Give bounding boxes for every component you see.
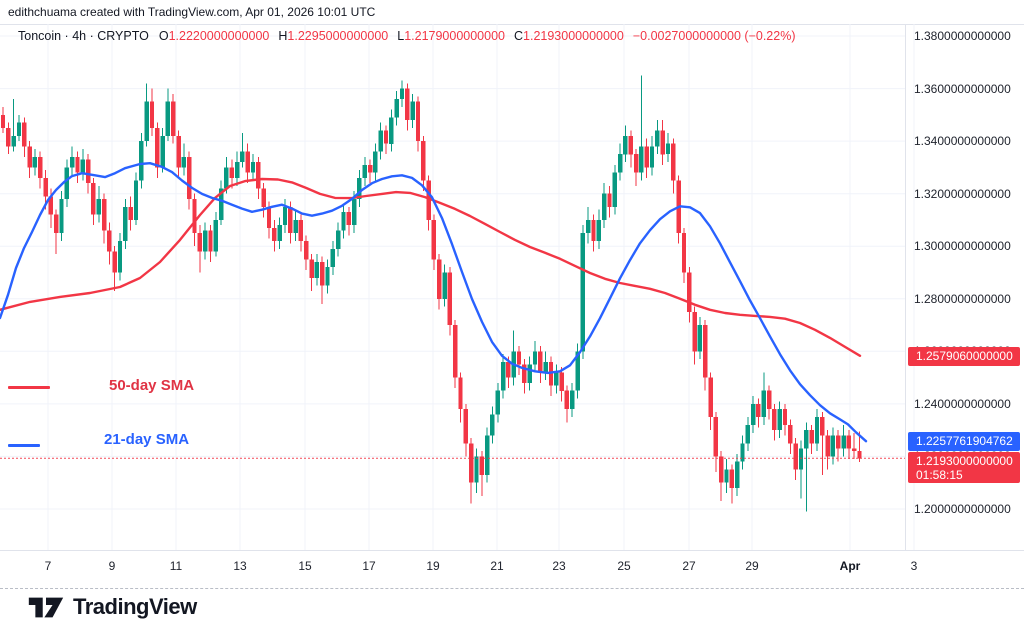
- sma21-line: [0, 162, 868, 443]
- time-axis-label: 27: [682, 559, 696, 573]
- time-axis[interactable]: 7 9 11 13 15 17 19 21 23 25 27 29 Apr 3: [0, 550, 1024, 584]
- tradingview-logo: TradingView: [28, 594, 197, 620]
- sma50-legend-swatch: [8, 386, 50, 389]
- header-separator: [0, 24, 1024, 25]
- price-axis-label: 1.2800000000000: [914, 291, 1011, 306]
- sma50-value-badge: 1.2579060000000: [908, 347, 1020, 367]
- symbol-title: Toncoin · 4h · CRYPTO: [18, 29, 149, 43]
- time-axis-label: 3: [910, 559, 918, 573]
- high-label: H: [278, 29, 288, 43]
- sma21-legend-swatch: [8, 444, 40, 447]
- time-axis-label: 21: [490, 559, 504, 573]
- open-value: 1.2220000000000: [168, 29, 270, 43]
- low-value: 1.2179000000000: [404, 29, 505, 43]
- price-axis-label: 1.2400000000000: [914, 396, 1011, 411]
- time-axis-label: 29: [745, 559, 759, 573]
- price-axis[interactable]: 1.20000000000001.22000000000001.24000000…: [905, 24, 1024, 550]
- time-axis-label: 15: [298, 559, 312, 573]
- chart-canvas[interactable]: [0, 0, 1024, 550]
- price-axis-label: 1.2000000000000: [914, 502, 1011, 516]
- tradingview-logo-icon: [28, 597, 64, 617]
- last-price-badge: 1.2193000000000 01:58:15: [908, 452, 1020, 484]
- price-axis-label: 1.3600000000000: [914, 81, 1011, 96]
- grid-lines: [0, 24, 915, 550]
- open-label: O: [158, 29, 169, 43]
- candlestick-series: [0, 75, 862, 512]
- sma50-legend-label: 50-day SMA: [109, 377, 195, 394]
- symbol-info-bar: Toncoin · 4h · CRYPTO O1.2220000000000 H1.…: [18, 29, 795, 43]
- time-axis-label: 13: [233, 559, 247, 573]
- price-axis-label: 1.3400000000000: [914, 134, 1011, 149]
- sma50-line: [0, 177, 862, 357]
- high-value: 1.2295000000000: [287, 29, 389, 43]
- time-axis-label: 19: [426, 559, 440, 573]
- close-label: C: [514, 29, 524, 43]
- change-value: −0.0027000000000 (−0.22%): [632, 29, 796, 43]
- time-axis-label: 7: [44, 559, 52, 573]
- price-axis-label: 1.3000000000000: [914, 239, 1011, 254]
- time-axis-label: 9: [108, 559, 116, 573]
- tradingview-logo-text: TradingView: [73, 594, 197, 619]
- time-axis-label: 23: [552, 559, 566, 573]
- sma21-value-badge: 1.2257761904762: [908, 431, 1020, 451]
- close-value: 1.2193000000000: [523, 29, 624, 43]
- time-axis-label: 11: [169, 559, 183, 573]
- time-axis-label: 17: [362, 559, 376, 573]
- price-axis-label: 1.3200000000000: [914, 186, 1011, 201]
- bottom-dashed-line: [0, 588, 1024, 589]
- time-axis-label: Apr: [839, 559, 861, 573]
- bar-countdown: 01:58:15: [916, 468, 963, 483]
- last-price-value: 1.2193000000000: [916, 454, 1013, 469]
- sma21-legend-label: 21-day SMA: [104, 431, 190, 448]
- low-label: L: [397, 29, 405, 43]
- price-axis-label: 1.3800000000000: [914, 29, 1011, 43]
- attribution-text: edithchuama created with TradingView.com…: [8, 5, 376, 19]
- time-axis-label: 25: [617, 559, 631, 573]
